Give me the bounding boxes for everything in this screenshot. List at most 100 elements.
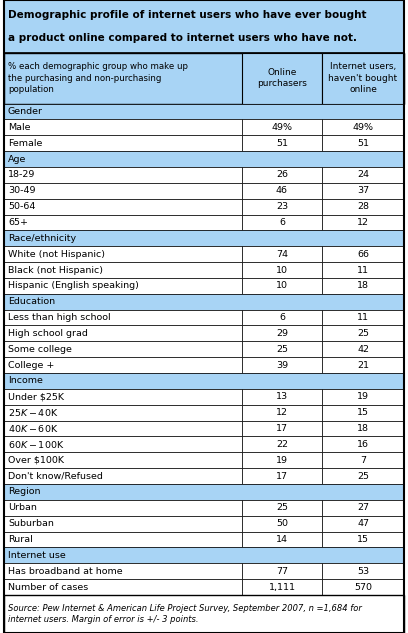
Bar: [322, 246, 404, 262]
Text: 17: 17: [276, 472, 288, 480]
Text: 39: 39: [276, 361, 288, 370]
Text: 14: 14: [276, 535, 288, 544]
Bar: [4, 278, 242, 294]
Bar: [322, 468, 404, 484]
Bar: [242, 563, 322, 579]
Bar: [4, 548, 404, 563]
Bar: [4, 420, 242, 436]
Text: 10: 10: [276, 281, 288, 291]
Bar: [4, 453, 242, 468]
Bar: [242, 183, 322, 199]
Text: Internet users,
haven't bought
online: Internet users, haven't bought online: [328, 62, 397, 94]
Bar: [242, 357, 322, 373]
Text: Don't know/Refused: Don't know/Refused: [8, 472, 103, 480]
Text: 50-64: 50-64: [8, 202, 35, 211]
Text: 18-29: 18-29: [8, 170, 35, 179]
Text: 6: 6: [279, 218, 285, 227]
Text: $40K-$60K: $40K-$60K: [8, 423, 58, 434]
Text: Education: Education: [8, 298, 55, 306]
Text: Has broadband at home: Has broadband at home: [8, 567, 123, 575]
Text: Under $25K: Under $25K: [8, 392, 64, 401]
Bar: [4, 310, 242, 325]
Bar: [4, 436, 242, 453]
Text: 46: 46: [276, 186, 288, 195]
Text: 26: 26: [276, 170, 288, 179]
Text: 49%: 49%: [353, 123, 373, 132]
Bar: [242, 199, 322, 215]
Text: Male: Male: [8, 123, 31, 132]
Bar: [322, 532, 404, 548]
Bar: [322, 325, 404, 341]
Bar: [242, 262, 322, 278]
Text: 49%: 49%: [271, 123, 293, 132]
Bar: [4, 579, 242, 595]
Text: 37: 37: [357, 186, 369, 195]
Bar: [322, 420, 404, 436]
Text: Black (not Hispanic): Black (not Hispanic): [8, 265, 103, 275]
Text: 28: 28: [357, 202, 369, 211]
Text: 25: 25: [276, 345, 288, 354]
Text: 77: 77: [276, 567, 288, 575]
Text: 18: 18: [357, 281, 369, 291]
Bar: [242, 310, 322, 325]
Text: 22: 22: [276, 440, 288, 449]
Text: Some college: Some college: [8, 345, 72, 354]
Text: Over $100K: Over $100K: [8, 456, 64, 465]
Bar: [242, 389, 322, 404]
Text: $25K-$40K: $25K-$40K: [8, 407, 58, 418]
Text: 53: 53: [357, 567, 369, 575]
Bar: [4, 120, 242, 135]
Bar: [322, 53, 404, 104]
Text: 16: 16: [357, 440, 369, 449]
Text: 15: 15: [357, 408, 369, 417]
Text: 12: 12: [276, 408, 288, 417]
Text: a product online compared to internet users who have not.: a product online compared to internet us…: [8, 33, 357, 43]
Bar: [322, 563, 404, 579]
Bar: [4, 262, 242, 278]
Text: 25: 25: [357, 472, 369, 480]
Bar: [4, 341, 242, 357]
Bar: [4, 389, 242, 404]
Bar: [4, 167, 242, 183]
Text: 12: 12: [357, 218, 369, 227]
Bar: [322, 199, 404, 215]
Text: Gender: Gender: [8, 107, 43, 116]
Text: 66: 66: [357, 249, 369, 259]
Bar: [322, 341, 404, 357]
Bar: [4, 0, 404, 53]
Bar: [4, 325, 242, 341]
Text: 21: 21: [357, 361, 369, 370]
Text: 19: 19: [357, 392, 369, 401]
Bar: [322, 183, 404, 199]
Bar: [4, 468, 242, 484]
Text: 51: 51: [357, 139, 369, 147]
Bar: [242, 532, 322, 548]
Bar: [242, 215, 322, 230]
Text: 29: 29: [276, 329, 288, 338]
Bar: [322, 500, 404, 516]
Text: 65+: 65+: [8, 218, 28, 227]
Text: 47: 47: [357, 519, 369, 528]
Bar: [4, 135, 242, 151]
Bar: [322, 436, 404, 453]
Text: 25: 25: [276, 503, 288, 512]
Text: Female: Female: [8, 139, 42, 147]
Bar: [242, 246, 322, 262]
Bar: [4, 151, 404, 167]
Bar: [322, 453, 404, 468]
Bar: [4, 532, 242, 548]
Text: Internet use: Internet use: [8, 551, 66, 560]
Text: 18: 18: [357, 424, 369, 433]
Text: Number of cases: Number of cases: [8, 582, 88, 591]
Bar: [4, 230, 404, 246]
Bar: [242, 341, 322, 357]
Bar: [4, 404, 242, 420]
Bar: [322, 135, 404, 151]
Text: 27: 27: [357, 503, 369, 512]
Text: 50: 50: [276, 519, 288, 528]
Text: Income: Income: [8, 377, 43, 385]
Bar: [4, 563, 242, 579]
Text: High school grad: High school grad: [8, 329, 88, 338]
Bar: [4, 373, 404, 389]
Text: Race/ethnicity: Race/ethnicity: [8, 234, 76, 243]
